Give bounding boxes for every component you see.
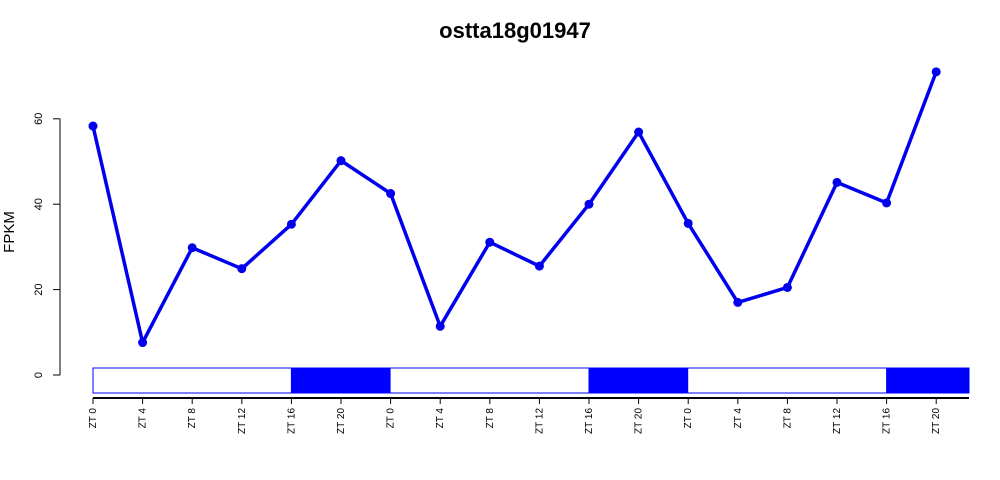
- series-line-group: [88, 67, 941, 348]
- period-segment-light: [390, 368, 441, 393]
- x-tick-label: ZT 0: [88, 408, 99, 429]
- data-point: [138, 338, 148, 348]
- period-segment-light: [440, 368, 490, 393]
- data-point: [187, 243, 197, 253]
- period-segment-dark: [290, 367, 342, 394]
- data-point: [386, 189, 396, 199]
- data-point: [584, 199, 594, 209]
- data-point: [832, 177, 842, 187]
- period-segment-light: [142, 368, 193, 393]
- data-point: [435, 321, 445, 331]
- data-point: [286, 219, 296, 229]
- data-point: [88, 121, 98, 131]
- x-tick-label: ZT 4: [733, 408, 744, 429]
- light-dark-bar: [92, 367, 970, 394]
- x-tick-label: ZT 12: [534, 408, 545, 434]
- period-segment-dark: [935, 367, 970, 394]
- period-segment-dark: [588, 367, 640, 394]
- y-tick-label: 20: [33, 283, 45, 295]
- period-segment-light: [688, 368, 738, 393]
- period-segment-light: [241, 368, 292, 393]
- x-tick-label: ZT 8: [187, 408, 198, 429]
- x-tick-label: ZT 16: [286, 408, 297, 434]
- y-tick-label: 60: [33, 113, 45, 125]
- period-segment-light: [539, 368, 589, 393]
- chart-title: ostta18g01947: [439, 18, 591, 43]
- period-segment-light: [192, 368, 242, 393]
- period-segment-light: [837, 368, 887, 393]
- x-tick-label: ZT 0: [683, 408, 694, 429]
- period-segment-light: [489, 368, 540, 393]
- period-segment-dark: [886, 367, 937, 394]
- x-tick-label: ZT 4: [435, 408, 446, 429]
- x-axis: ZT 0 ZT 4 ZT 8 ZT 12 ZT 16 ZT 20 ZT 0 ZT 4 ZT 8 Z…: [88, 397, 969, 434]
- x-tick-label: ZT 4: [138, 408, 149, 429]
- data-point: [882, 198, 892, 208]
- data-point: [485, 237, 495, 247]
- y-axis: 0 20 40 60: [33, 113, 61, 378]
- y-tick-label: 40: [33, 198, 45, 210]
- x-tick-label: ZT 8: [485, 408, 496, 429]
- x-tick-label: ZT 12: [832, 408, 843, 434]
- period-segment-light: [737, 368, 788, 393]
- x-tick-label: ZT 16: [584, 408, 595, 434]
- period-segment-light: [93, 368, 143, 393]
- y-axis-label: FPKM: [1, 211, 18, 253]
- data-point: [782, 282, 792, 292]
- x-tick-label: ZT 12: [237, 408, 248, 434]
- x-tick-label: ZT 8: [782, 408, 793, 429]
- x-tick-label: ZT 20: [634, 408, 645, 434]
- x-tick-label: ZT 0: [386, 408, 397, 429]
- data-point: [534, 261, 544, 271]
- data-point: [237, 264, 247, 274]
- data-point: [683, 218, 693, 228]
- data-point: [336, 156, 346, 166]
- x-tick-label: ZT 20: [336, 408, 347, 434]
- x-tick-label: ZT 20: [931, 408, 942, 434]
- period-segment-light: [787, 368, 837, 393]
- light-dark-bar-border: [92, 367, 970, 394]
- period-segment-dark: [340, 367, 392, 394]
- data-point: [634, 127, 644, 137]
- data-point: [733, 297, 743, 307]
- x-tick-label: ZT 16: [882, 408, 893, 434]
- period-segment-dark: [638, 367, 689, 394]
- series-line: [91, 71, 938, 345]
- data-point: [931, 67, 941, 77]
- y-tick-label: 0: [33, 372, 45, 378]
